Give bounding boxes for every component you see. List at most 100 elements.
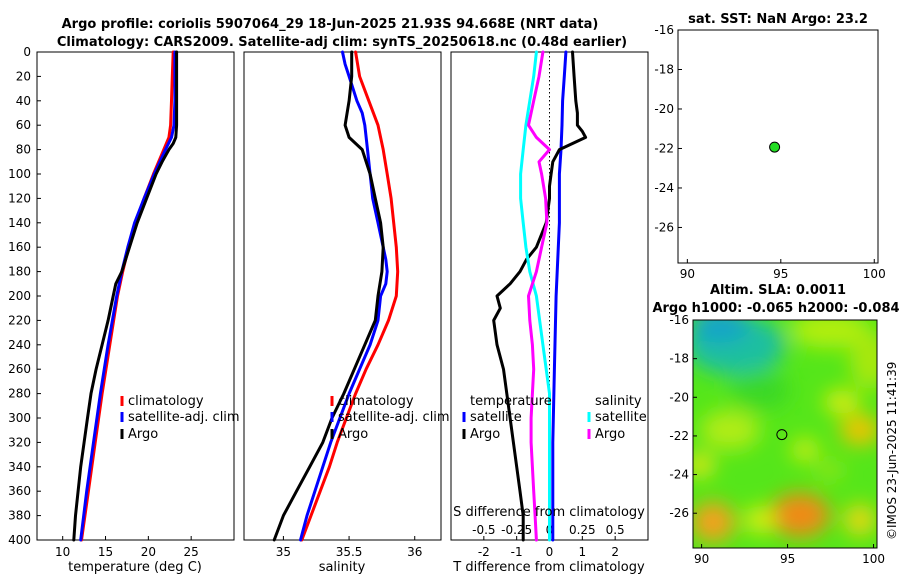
sla-argo-location: [776, 429, 788, 441]
sst-axes-ticks: 90 95 100 -16 -18 -20 -22 -24 -26: [654, 23, 885, 281]
salinity-x-axis: 35 35.5 36: [276, 536, 422, 559]
sla-title-line2: Argo h1000: -0.065 h2000: -0.084: [652, 301, 899, 316]
salinity-diff-tick-label: 0.25: [569, 523, 596, 537]
legend-satellite: satellite-adj. clim: [338, 410, 450, 425]
sla-lon-tick-label: 100: [862, 552, 885, 566]
salinity-axes-frame: [243, 51, 442, 541]
sla-lon-tick-label: 90: [694, 552, 709, 566]
temperature-panel: 0 20 40 60 80 100 120 140 160 180 200 220 240 260 280 3…: [8, 45, 240, 575]
sst-lat-tick-label: -18: [654, 62, 674, 76]
difference-x-axis: -2 -1 0 1 2: [478, 536, 619, 559]
temperature-xlabel: temperature (deg C): [68, 560, 202, 575]
depth-tick-label: 280: [8, 387, 31, 401]
sla-lat-tick-label: -22: [669, 429, 689, 443]
legend-temp-argo: Argo: [470, 427, 500, 442]
sst-lat-tick-label: -20: [654, 102, 674, 116]
depth-tick-label: 60: [16, 118, 31, 132]
temperature-x-tick-label: 20: [141, 545, 156, 559]
temperature-x-tick-label: 25: [184, 545, 199, 559]
sst-lon-tick-label: 100: [863, 267, 886, 281]
temperature-series: [72, 50, 179, 542]
depth-tick-label: 340: [8, 460, 31, 474]
salinity-x-tick-label: 35.5: [336, 545, 363, 559]
sst-axes-frame: [677, 29, 879, 264]
legend-argo: Argo: [128, 427, 158, 442]
depth-tick-label: 180: [8, 265, 31, 279]
depth-tick-label: 20: [16, 69, 31, 83]
depth-tick-label: 0: [23, 45, 31, 59]
depth-tick-label: 100: [8, 167, 31, 181]
salinity-series: [272, 50, 400, 542]
sst-map-panel: sat. SST: NaN Argo: 23.2 90 95 100 -16 -18 -2…: [654, 12, 885, 281]
legend-sal-argo: Argo: [595, 427, 625, 442]
diff-x-tick-label: -1: [511, 545, 523, 559]
legend-salinity-title: salinity: [595, 394, 642, 409]
sst-lon-tick-label: 95: [773, 267, 788, 281]
legend-temp-satellite: satellite: [470, 410, 522, 425]
salinity-panel: 35 35.5 36 salinity climatology satellite-…: [243, 50, 450, 575]
sla-lat-tick-label: -20: [669, 390, 689, 404]
depth-tick-label: 220: [8, 313, 31, 327]
sla-title-line1: Altim. SLA: 0.0011: [710, 283, 846, 298]
salinity-difference-label: S difference from climatology: [453, 505, 645, 520]
legend-argo: Argo: [338, 427, 368, 442]
difference-panel: -2 -1 0 1 2 -0.5 -0.25 0 0.25 0.5 S difference f…: [450, 50, 649, 575]
difference-series: [492, 50, 588, 542]
temperature-x-tick-label: 10: [55, 545, 70, 559]
temperature-axes-frame: [36, 51, 235, 541]
sla-lat-tick-label: -26: [669, 506, 689, 520]
diff-series-temperature-Argo: [492, 50, 588, 542]
depth-tick-label: 320: [8, 435, 31, 449]
sst-lon-tick-label: 90: [680, 267, 695, 281]
depth-tick-label: 260: [8, 362, 31, 376]
legend-climatology: climatology: [338, 394, 414, 409]
salinity-diff-tick-label: -0.25: [501, 523, 532, 537]
figure-title-line1: Argo profile: coriolis 5907064_29 18-Jun…: [62, 17, 599, 32]
diff-x-tick-label: 2: [611, 545, 619, 559]
sst-argo-location: [769, 141, 781, 153]
salinity-xlabel: salinity: [319, 560, 366, 575]
diff-x-tick-label: 1: [579, 545, 587, 559]
salinity-diff-tick-label: -0.5: [472, 523, 495, 537]
sst-lat-tick-label: -24: [654, 181, 674, 195]
sla-lat-tick-label: -24: [669, 468, 689, 482]
salinity-legend: climatology satellite-adj. clim Argo: [330, 394, 450, 442]
diff-series-temperature-satellite: [551, 50, 568, 542]
salinity-diff-tick-label: 0.5: [606, 523, 625, 537]
depth-tick-label: 120: [8, 191, 31, 205]
salinity-series-argo: [272, 50, 385, 542]
diff-series-salinity-Argo: [527, 50, 551, 542]
legend-temperature-title: temperature: [470, 394, 552, 409]
depth-tick-label: 200: [8, 289, 31, 303]
sla-lat-tick-label: -16: [669, 313, 689, 327]
sst-title: sat. SST: NaN Argo: 23.2: [688, 12, 868, 27]
temperature-series-argo: [72, 50, 179, 542]
depth-tick-label: 240: [8, 338, 31, 352]
salinity-x-tick-label: 35: [276, 545, 291, 559]
depth-tick-label: 400: [8, 533, 31, 547]
legend-sal-satellite: satellite: [595, 410, 647, 425]
sla-map-panel: Altim. SLA: 0.0011 Argo h1000: -0.065 h2…: [652, 283, 899, 566]
legend-climatology: climatology: [128, 394, 204, 409]
sla-heatmap: [693, 320, 877, 548]
depth-tick-label: 380: [8, 509, 31, 523]
temperature-difference-label: T difference from climatology: [452, 560, 645, 575]
depth-tick-label: 160: [8, 240, 31, 254]
diff-x-tick-label: 0: [546, 545, 554, 559]
imos-timestamp: ©IMOS 23-Jun-2025 11:41:39: [885, 362, 899, 540]
diff-x-tick-label: -2: [478, 545, 490, 559]
salinity-series-climatology: [300, 50, 400, 542]
difference-legend: temperature satellite Argo salinity sate…: [462, 394, 647, 442]
temperature-x-tick-label: 15: [98, 545, 113, 559]
sst-lat-tick-label: -26: [654, 220, 674, 234]
diff-series-salinity-satellite: [519, 50, 551, 542]
sst-lat-tick-label: -16: [654, 23, 674, 37]
temperature-legend: climatology satellite-adj. clim Argo: [120, 394, 240, 442]
sla-axes-ticks: 90 95 100 -16 -18 -20 -22 -24 -26: [669, 313, 885, 566]
salinity-x-tick-label: 36: [407, 545, 422, 559]
depth-tick-label: 300: [8, 411, 31, 425]
temperature-x-axis: 10 15 20 25: [55, 536, 199, 559]
sla-lat-tick-label: -18: [669, 352, 689, 366]
sla-lon-tick-label: 95: [780, 552, 795, 566]
